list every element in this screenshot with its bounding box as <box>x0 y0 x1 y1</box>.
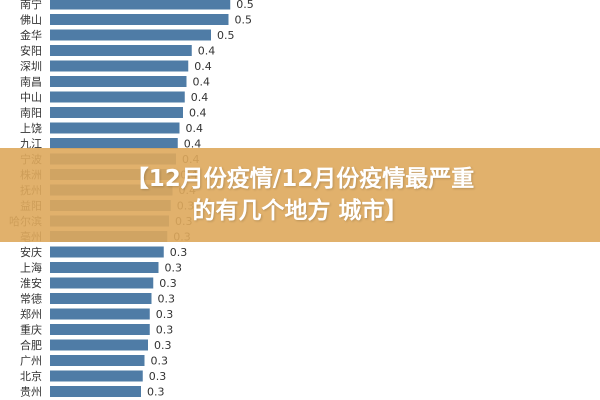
value-label: 0.3 <box>159 277 177 290</box>
category-label: 金华 <box>20 28 42 42</box>
value-label: 0.4 <box>194 60 212 73</box>
title-banner: 【12月份疫情/12月份疫情最严重 的有几个地方 城市】 <box>0 148 600 242</box>
category-label: 郑州 <box>20 307 42 321</box>
value-label: 0.5 <box>236 0 254 11</box>
value-label: 0.4 <box>189 107 207 120</box>
value-label: 0.3 <box>158 293 176 306</box>
category-label: 深圳 <box>20 60 42 73</box>
bar <box>50 308 150 320</box>
category-label: 安阳 <box>20 44 42 58</box>
bar <box>50 45 192 56</box>
bar <box>50 246 164 258</box>
bar <box>50 60 189 72</box>
category-label: 淮安 <box>20 276 42 290</box>
bar <box>50 277 154 289</box>
bar <box>50 370 143 382</box>
value-label: 0.4 <box>193 76 211 89</box>
category-label: 佛山 <box>20 14 42 27</box>
value-label: 0.5 <box>217 29 235 42</box>
bar <box>50 138 178 149</box>
bar <box>50 386 141 397</box>
title-line-1: 【12月份疫情/12月份疫情最严重 <box>125 166 475 192</box>
category-label: 广州 <box>20 355 42 368</box>
bar <box>50 339 148 351</box>
value-label: 0.4 <box>191 91 209 104</box>
bar <box>50 0 231 10</box>
value-label: 0.3 <box>149 370 167 383</box>
category-label: 贵州 <box>20 386 42 399</box>
category-label: 南宁 <box>20 0 42 11</box>
category-label: 上海 <box>20 261 42 275</box>
bar <box>50 262 159 273</box>
value-label: 0.3 <box>147 386 165 399</box>
value-label: 0.5 <box>235 14 253 27</box>
value-label: 0.3 <box>156 324 174 337</box>
bar <box>50 324 150 335</box>
value-label: 0.3 <box>156 308 174 321</box>
category-label: 安庆 <box>20 245 42 259</box>
value-label: 0.4 <box>198 45 216 58</box>
category-label: 南昌 <box>20 76 42 89</box>
category-label: 九江 <box>20 138 42 151</box>
bar <box>50 91 185 103</box>
category-label: 重庆 <box>20 323 42 337</box>
category-label: 中山 <box>20 91 42 104</box>
bar <box>50 293 152 304</box>
bar <box>50 107 183 118</box>
value-label: 0.3 <box>165 262 183 275</box>
value-label: 0.4 <box>186 122 204 135</box>
bar <box>50 122 180 134</box>
value-label: 0.3 <box>151 355 169 368</box>
value-label: 0.4 <box>184 138 202 151</box>
value-label: 0.3 <box>170 246 188 259</box>
category-label: 南阳 <box>20 107 42 120</box>
category-label: 合肥 <box>20 338 42 352</box>
bar <box>50 14 229 25</box>
title-line-2: 的有几个地方 城市】 <box>192 198 408 224</box>
bar <box>50 29 211 41</box>
value-label: 0.3 <box>154 339 172 352</box>
category-label: 常德 <box>20 292 42 306</box>
bar <box>50 76 187 87</box>
category-label: 北京 <box>20 369 42 383</box>
bar <box>50 355 145 366</box>
category-label: 上饶 <box>20 122 42 135</box>
